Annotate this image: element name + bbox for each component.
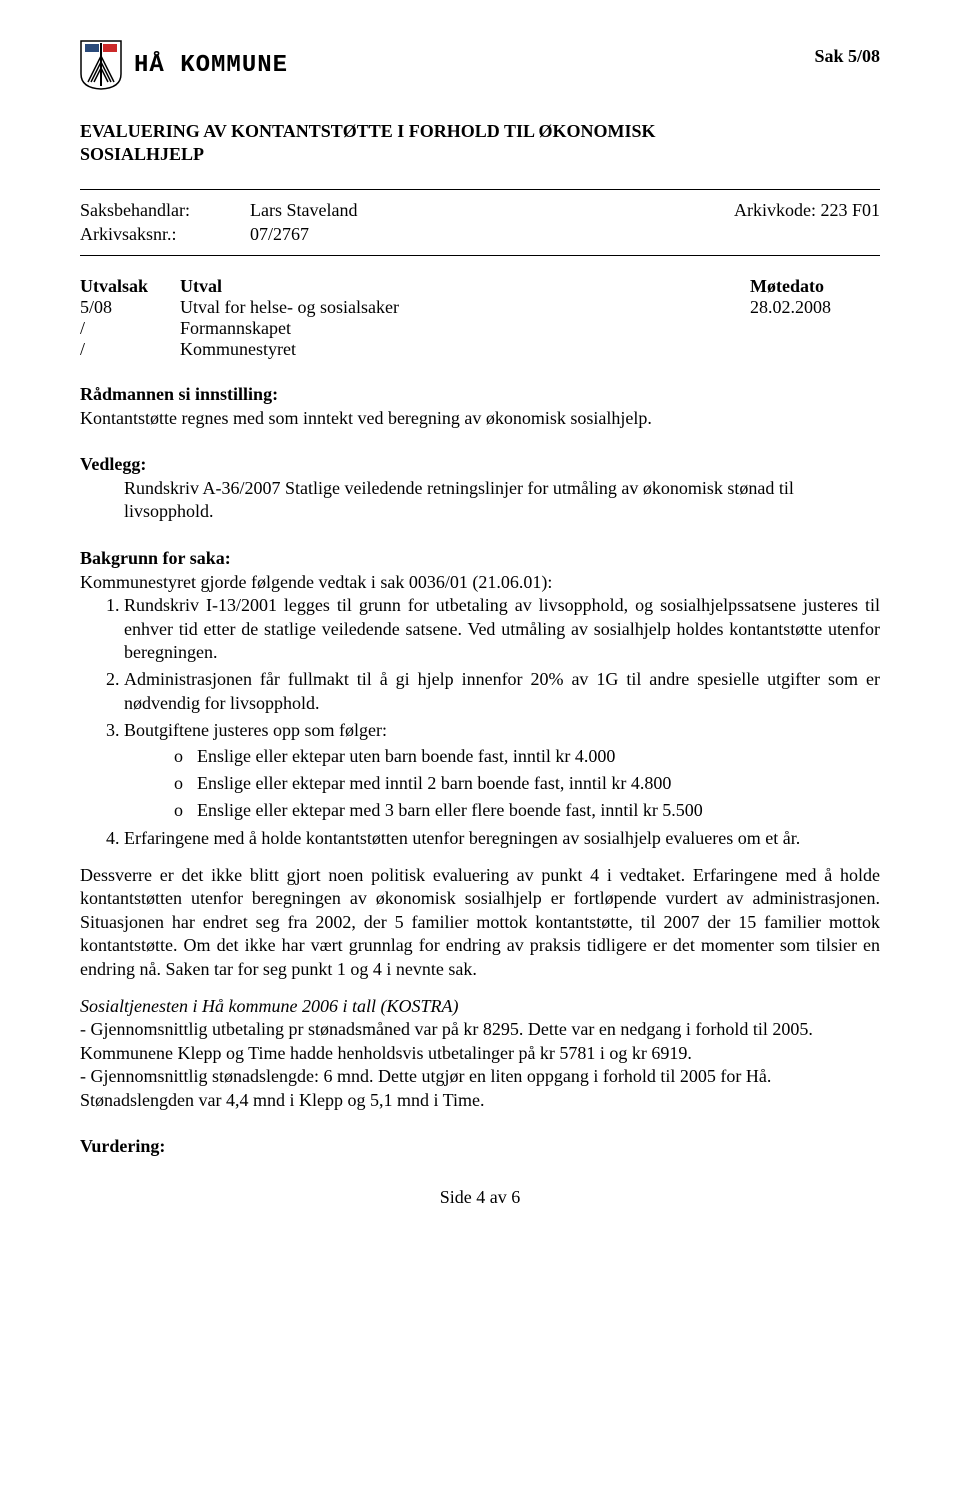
meta-saksbehandlar: Saksbehandlar: Lars Staveland Arkivkode:…: [80, 198, 880, 222]
kostra-block: Sosialtjenesten i Hå kommune 2006 i tall…: [80, 995, 880, 1112]
kostra-line: - Gjennomsnittlig stønadslengde: 6 mnd. …: [80, 1065, 880, 1112]
bakgrunn-list: Rundskriv I-13/2001 legges til grunn for…: [80, 594, 880, 850]
cell: 28.02.2008: [750, 297, 880, 318]
vedlegg-text: Rundskriv A-36/2007 Statlige veiledende …: [80, 477, 880, 524]
bakgrunn-intro: Kommunestyret gjorde følgende vedtak i s…: [80, 571, 880, 594]
committee-row: 5/08 Utval for helse- og sosialsaker 28.…: [80, 297, 880, 318]
cell: Utval for helse- og sosialsaker: [180, 297, 750, 318]
header-left: HÅ KOMMUNE: [80, 40, 288, 90]
document-title: EVALUERING AV KONTANTSTØTTE I FORHOLD TI…: [80, 120, 880, 165]
cell: [750, 318, 880, 339]
committee-row: / Formannskapet: [80, 318, 880, 339]
cell: /: [80, 339, 180, 360]
vurdering-heading: Vurdering:: [80, 1136, 880, 1157]
meta-label: Arkivsaksnr.:: [80, 222, 250, 246]
bakgrunn-item: Rundskriv I-13/2001 legges til grunn for…: [124, 594, 880, 664]
kommune-name: HÅ KOMMUNE: [134, 52, 288, 79]
sub-bullet: Enslige eller ektepar uten barn boende f…: [174, 745, 880, 768]
meta-value: Lars Staveland: [250, 198, 734, 222]
innstilling-text: Kontantstøtte regnes med som inntekt ved…: [80, 407, 880, 430]
vedlegg-heading: Vedlegg:: [80, 454, 880, 475]
col-utvalsak: Utvalsak: [80, 276, 180, 297]
document-page: HÅ KOMMUNE Sak 5/08 EVALUERING AV KONTAN…: [0, 0, 960, 1248]
arkivkode-label: Arkivkode: 223 F01: [734, 198, 880, 222]
cell: 5/08: [80, 297, 180, 318]
cell: /: [80, 318, 180, 339]
sub-bullet: Enslige eller ektepar med 3 barn eller f…: [174, 799, 880, 822]
committee-row: / Kommunestyret: [80, 339, 880, 360]
meta-label: Saksbehandlar:: [80, 198, 250, 222]
sub-bullet: Enslige eller ektepar med inntil 2 barn …: [174, 772, 880, 795]
title-line-1: EVALUERING AV KONTANTSTØTTE I FORHOLD TI…: [80, 120, 880, 143]
col-motedato: Møtedato: [750, 276, 880, 297]
case-reference: Sak 5/08: [814, 46, 880, 67]
col-utval: Utval: [180, 276, 750, 297]
sub-bullet-list: Enslige eller ektepar uten barn boende f…: [124, 745, 880, 823]
kostra-heading: Sosialtjenesten i Hå kommune 2006 i tall…: [80, 995, 880, 1018]
bakgrunn-heading: Bakgrunn for saka:: [80, 548, 880, 569]
kommune-logo-icon: [80, 40, 122, 90]
innstilling-heading: Rådmannen si innstilling:: [80, 384, 880, 405]
kostra-line: - Gjennomsnittlig utbetaling pr stønadsm…: [80, 1018, 880, 1065]
meta-arkivsaksnr: Arkivsaksnr.: 07/2767: [80, 222, 880, 246]
cell: Formannskapet: [180, 318, 750, 339]
title-line-2: SOSIALHJELP: [80, 143, 880, 166]
cell: [750, 339, 880, 360]
bakgrunn-item: Erfaringene med å holde kontantstøtten u…: [124, 827, 880, 850]
divider-top: [80, 189, 880, 190]
paragraph-evaluation: Dessverre er det ikke blitt gjort noen p…: [80, 864, 880, 981]
meta-value: 07/2767: [250, 222, 880, 246]
bakgrunn-item: Boutgiftene justeres opp som følger: Ens…: [124, 719, 880, 823]
committee-table: Utvalsak Utval Møtedato 5/08 Utval for h…: [80, 276, 880, 360]
page-footer: Side 4 av 6: [80, 1187, 880, 1208]
divider-bottom: [80, 255, 880, 256]
cell: Kommunestyret: [180, 339, 750, 360]
bakgrunn-item-text: Boutgiftene justeres opp som følger:: [124, 720, 387, 740]
header-row: HÅ KOMMUNE Sak 5/08: [80, 40, 880, 90]
bakgrunn-item: Administrasjonen får fullmakt til å gi h…: [124, 668, 880, 715]
committee-header: Utvalsak Utval Møtedato: [80, 276, 880, 297]
